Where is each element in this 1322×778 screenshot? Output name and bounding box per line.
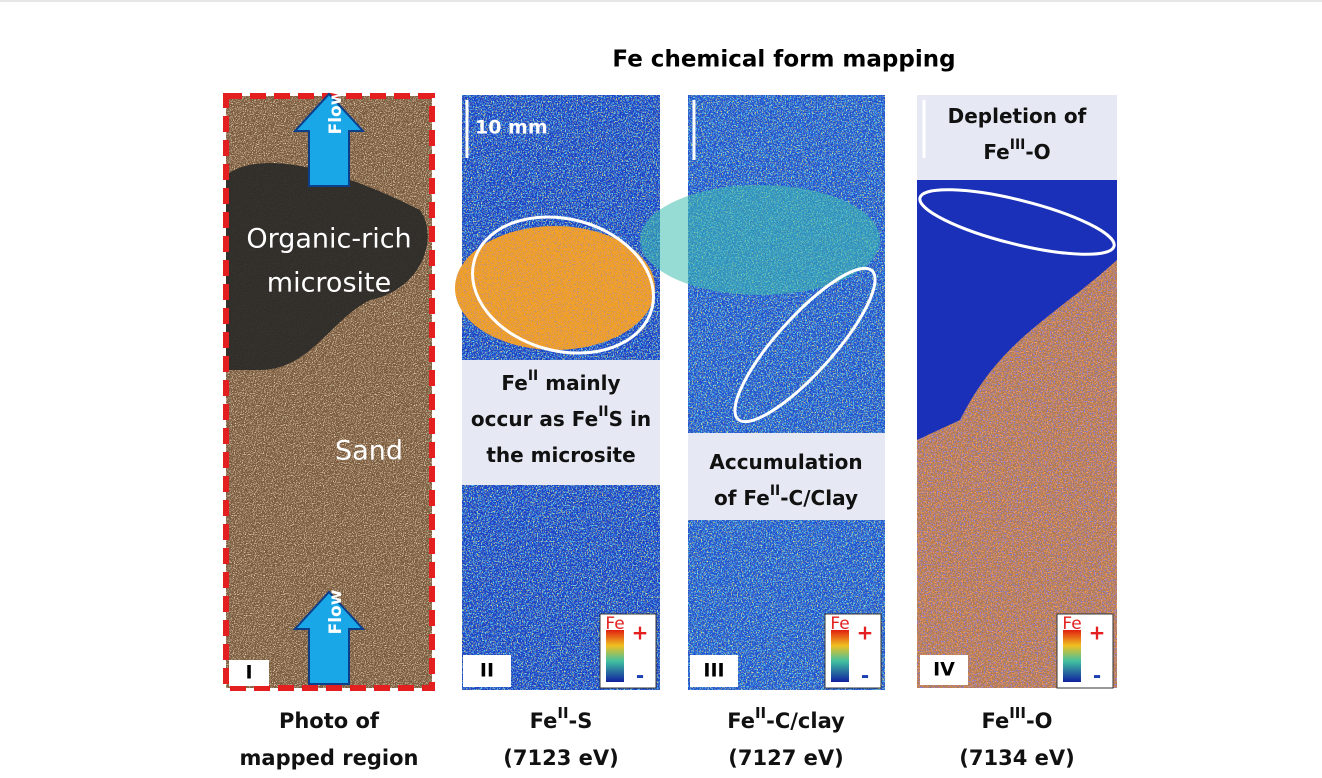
flow-label: Flow [326, 589, 346, 634]
background [0, 0, 1322, 778]
text-piece: -S [569, 709, 593, 733]
panel-caption: (7134 eV) [959, 746, 1074, 770]
text-piece: (7134 eV) [959, 746, 1074, 770]
panel-note: the microsite [486, 443, 635, 467]
text-piece: Fe [983, 140, 1009, 164]
text-piece: (7127 eV) [728, 746, 843, 770]
sand-label: Sand [335, 436, 403, 467]
colorbar-label: Fe [830, 614, 849, 634]
text-piece: -O [1026, 709, 1053, 733]
panel-caption: (7123 eV) [503, 746, 618, 770]
text-piece: mainly [538, 371, 620, 395]
text-piece: the microsite [486, 443, 635, 467]
text-piece: Accumulation [709, 450, 862, 474]
colorbar-low: - [1093, 664, 1101, 688]
map-IV [915, 95, 1120, 688]
colorbar-low: - [861, 664, 869, 688]
text-piece: II [755, 704, 766, 722]
page: Fe chemical form mapping 10 mm Flow Flow O… [0, 0, 1322, 778]
colorbar-label: Fe [605, 614, 624, 634]
panel-note: occur as FeIIS in [471, 404, 651, 431]
text-piece: II [770, 483, 780, 499]
text-piece: III [1009, 704, 1026, 722]
text-piece: Fe [530, 709, 558, 733]
text-piece: -O [1025, 140, 1050, 164]
text-piece: -C/Clay [780, 486, 858, 510]
text-piece: II [598, 404, 608, 420]
figure-title: Fe chemical form mapping [612, 47, 955, 73]
text-piece: II [528, 368, 538, 384]
text-piece: III [1010, 137, 1026, 153]
panel-numeral: I [245, 662, 252, 684]
scale-bar-label: 10 mm [475, 117, 548, 139]
colorbar-high: + [632, 621, 649, 645]
text-piece: Fe [981, 709, 1009, 733]
site-label: Organic-rich [246, 224, 411, 255]
text-piece: mapped region [240, 746, 419, 770]
text-piece: Depletion of [948, 104, 1087, 128]
panel-caption: mapped region [240, 746, 419, 770]
text-piece: S in [609, 407, 651, 431]
text-piece: II [557, 704, 568, 722]
panel-numeral: II [480, 660, 494, 682]
text-piece: occur as Fe [471, 407, 598, 431]
text-piece: of Fe [714, 486, 770, 510]
panel-numeral: IV [933, 659, 955, 681]
figure: Fe chemical form mapping 10 mm Flow Flow O… [0, 0, 1322, 778]
text-piece: (7123 eV) [503, 746, 618, 770]
panel-note: of FeII-C/Clay [714, 483, 858, 510]
panel-caption: Photo of [279, 709, 380, 733]
colorbar-high: + [1089, 621, 1106, 645]
text-piece: Photo of [279, 709, 380, 733]
colorbar-high: + [857, 621, 874, 645]
colorbar-low: - [636, 664, 644, 688]
panel-note: Depletion of [948, 104, 1087, 128]
text-piece: -C/clay [766, 709, 845, 733]
site-label: microsite [267, 268, 391, 299]
panel-numeral: III [703, 660, 724, 682]
panel-note: FeII mainly [501, 368, 620, 395]
colorbar-label: Fe [1062, 614, 1081, 634]
text-piece: Fe [727, 709, 755, 733]
text-piece: Fe [501, 371, 527, 395]
panel-caption: (7127 eV) [728, 746, 843, 770]
panel-note: Accumulation [709, 450, 862, 474]
flow-label: Flow [326, 89, 346, 134]
